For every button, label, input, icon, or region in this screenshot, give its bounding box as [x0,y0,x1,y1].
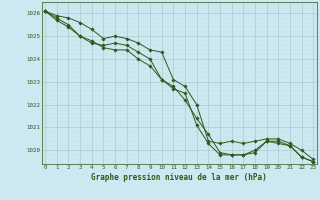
X-axis label: Graphe pression niveau de la mer (hPa): Graphe pression niveau de la mer (hPa) [91,173,267,182]
